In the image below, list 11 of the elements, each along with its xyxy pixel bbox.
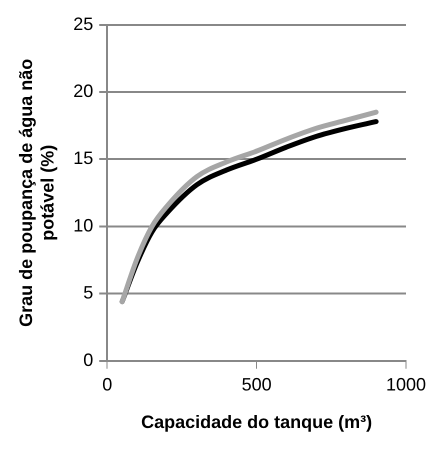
y-tick-label: 5 xyxy=(83,282,94,303)
y-tick-label: 0 xyxy=(83,350,94,370)
x-tick-label: 1000 xyxy=(386,374,426,395)
y-axis-title: Grau de poupança de água não potável (%) xyxy=(16,58,58,327)
y-tick-label: 20 xyxy=(73,80,94,101)
x-tick-label: 0 xyxy=(102,374,112,395)
x-axis-title: Capacidade do tanque (m³) xyxy=(141,412,372,432)
y-tick-label: 15 xyxy=(73,148,94,168)
y-tick-label: 10 xyxy=(73,215,94,236)
y-tick-label: 25 xyxy=(73,14,94,34)
x-tick-label: 500 xyxy=(242,374,272,395)
